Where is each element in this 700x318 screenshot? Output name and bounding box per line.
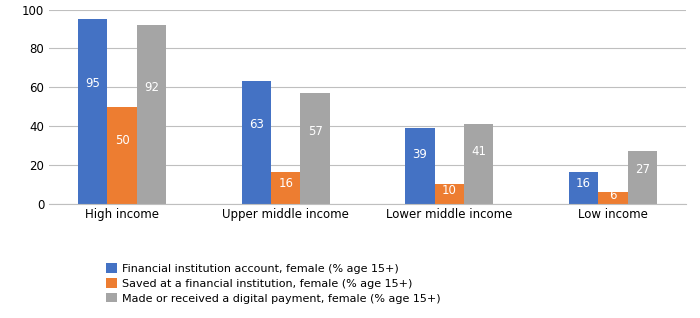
Bar — [78, 19, 107, 204]
Bar — [435, 184, 464, 204]
Text: 63: 63 — [248, 118, 264, 131]
Bar — [300, 93, 330, 204]
Legend: Financial institution account, female (% age 15+), Saved at a financial institut: Financial institution account, female (%… — [106, 263, 441, 304]
Text: 39: 39 — [412, 148, 427, 161]
Bar — [271, 172, 300, 204]
Text: 16: 16 — [278, 177, 293, 190]
Bar — [464, 124, 494, 204]
Text: 95: 95 — [85, 77, 100, 90]
Bar — [405, 128, 435, 204]
Bar — [628, 151, 657, 204]
Text: 92: 92 — [144, 81, 159, 94]
Bar — [568, 172, 598, 204]
Text: 57: 57 — [308, 125, 323, 138]
Text: 50: 50 — [115, 134, 130, 147]
Text: 6: 6 — [609, 190, 617, 203]
Text: 41: 41 — [471, 145, 486, 158]
Text: 16: 16 — [576, 177, 591, 190]
Bar — [598, 192, 628, 204]
Bar — [241, 81, 271, 204]
Text: 10: 10 — [442, 184, 456, 197]
Bar — [107, 107, 136, 204]
Bar — [136, 25, 167, 204]
Text: 27: 27 — [635, 163, 650, 176]
